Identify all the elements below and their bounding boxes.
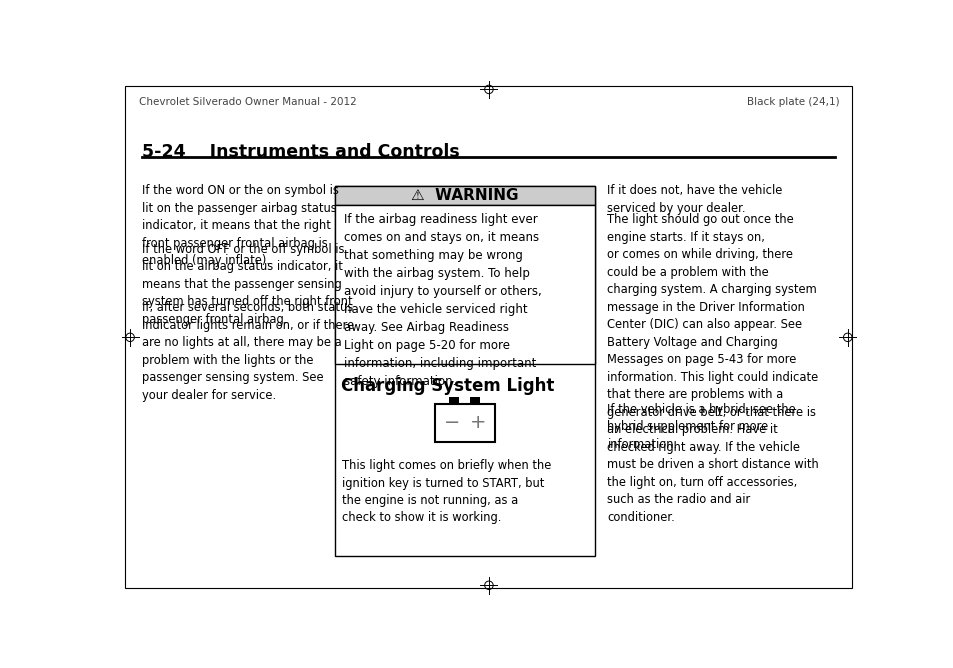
- Bar: [335, 205, 595, 363]
- Text: If the airbag readiness light ever
comes on and stays on, it means
that somethin: If the airbag readiness light ever comes…: [344, 212, 541, 387]
- Text: Charging System Light: Charging System Light: [340, 377, 554, 395]
- Text: 5-24    Instruments and Controls: 5-24 Instruments and Controls: [142, 144, 459, 161]
- Text: Chevrolet Silverado Owner Manual - 2012: Chevrolet Silverado Owner Manual - 2012: [138, 97, 356, 107]
- Text: If the word OFF or the off symbol is
lit on the airbag status indicator, it
mean: If the word OFF or the off symbol is lit…: [142, 242, 353, 325]
- Text: If the vehicle is a hybrid, see the
hybrid supplement for more
information.: If the vehicle is a hybrid, see the hybr…: [607, 403, 796, 451]
- Bar: [470, 397, 480, 403]
- Text: If the word ON or the on symbol is
lit on the passenger airbag status
indicator,: If the word ON or the on symbol is lit o…: [142, 184, 339, 267]
- Text: Black plate (24,1): Black plate (24,1): [746, 97, 839, 107]
- Text: If, after several seconds, both status
indicator lights remain on, or if there
a: If, after several seconds, both status i…: [142, 301, 355, 401]
- Bar: [335, 186, 595, 556]
- Text: −: −: [443, 413, 459, 432]
- Text: +: +: [469, 413, 486, 432]
- Bar: [435, 403, 495, 442]
- Text: If it does not, have the vehicle
serviced by your dealer.: If it does not, have the vehicle service…: [607, 184, 782, 214]
- Text: The light should go out once the
engine starts. If it stays on,
or comes on whil: The light should go out once the engine …: [607, 213, 819, 524]
- Bar: [449, 397, 459, 403]
- Text: This light comes on briefly when the
ignition key is turned to START, but
the en: This light comes on briefly when the ign…: [342, 459, 551, 524]
- Text: ⚠  WARNING: ⚠ WARNING: [411, 188, 518, 203]
- Bar: [335, 186, 595, 205]
